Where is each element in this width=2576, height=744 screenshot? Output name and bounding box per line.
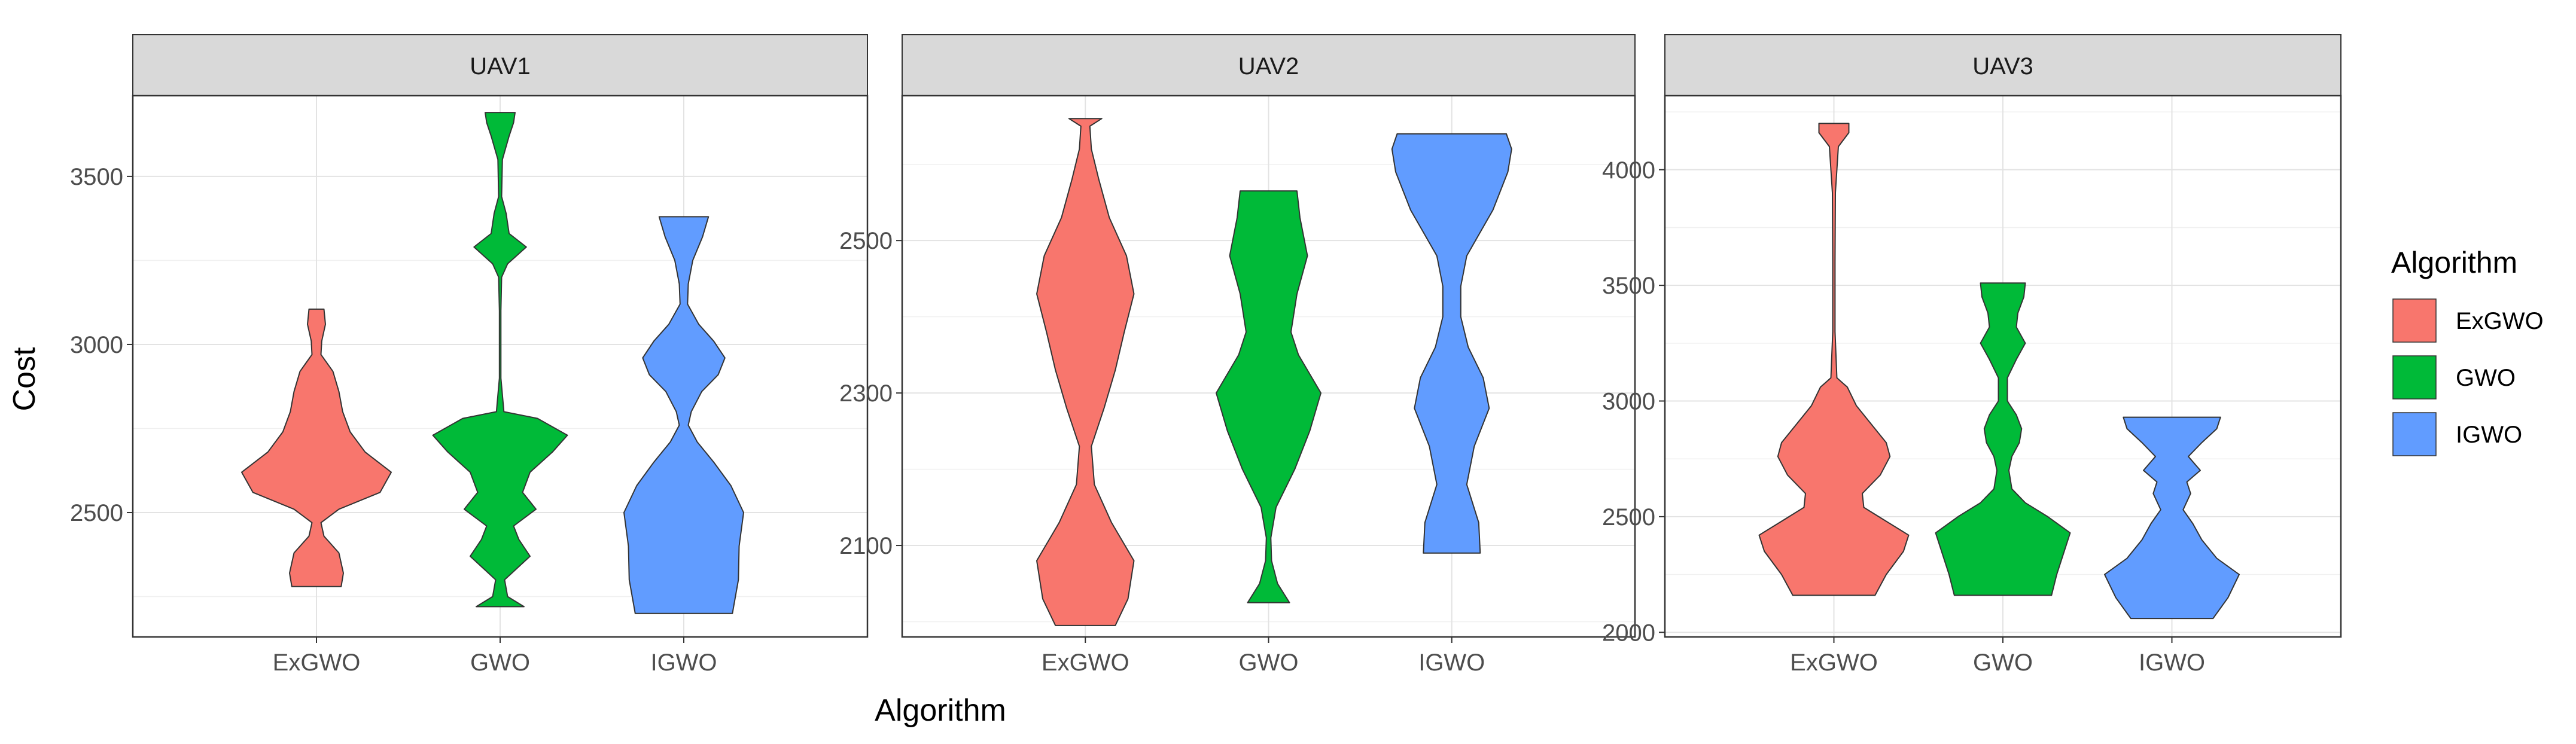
ticks: 2500 3000 3500 ExGWO GWO IGWO xyxy=(70,164,717,676)
violin-igwo xyxy=(2104,416,2240,620)
panel-uav3: UAV3 2000 2500 3000 3500 4000 ExGWO GWO IGWO xyxy=(1602,34,2342,676)
x-tick-label-exgwo: ExGWO xyxy=(1790,650,1878,676)
legend: Algorithm ExGWO GWO IGWO xyxy=(2391,246,2544,456)
x-tick-label-gwo: GWO xyxy=(470,650,530,676)
violin-exgwo xyxy=(241,308,392,587)
x-tick-label-exgwo: ExGWO xyxy=(273,650,361,676)
y-tick-label: 2100 xyxy=(839,533,893,559)
y-tick-label: 3000 xyxy=(70,332,123,358)
panel-uav2: UAV2 2100 2300 2500 ExGWO GWO IGWO xyxy=(839,34,1636,676)
x-tick-label-gwo: GWO xyxy=(1973,650,2033,676)
violin-exgwo xyxy=(1036,118,1135,626)
violins xyxy=(1758,123,2240,620)
legend-label-igwo: IGWO xyxy=(2456,422,2522,448)
legend-key-gwo xyxy=(2392,355,2437,400)
violins xyxy=(241,112,744,614)
x-tick-label-gwo: GWO xyxy=(1239,650,1299,676)
y-tick-label: 3000 xyxy=(1602,389,1655,415)
legend-title: Algorithm xyxy=(2391,246,2517,279)
y-tick-label: 4000 xyxy=(1602,157,1655,184)
ticks: 2000 2500 3000 3500 4000 ExGWO GWO IGWO xyxy=(1602,157,2205,676)
strip-bg xyxy=(132,34,868,96)
strip-label-uav3: UAV3 xyxy=(1972,53,2033,80)
strip-label-uav2: UAV2 xyxy=(1238,53,1299,80)
legend-item-exgwo: ExGWO xyxy=(2392,298,2544,343)
violins xyxy=(1036,118,1512,626)
ticks: 2100 2300 2500 ExGWO GWO IGWO xyxy=(839,228,1485,676)
strip-label-uav1: UAV1 xyxy=(470,53,531,80)
x-tick-label-igwo: IGWO xyxy=(2139,650,2205,676)
x-tick-label-igwo: IGWO xyxy=(1418,650,1485,676)
legend-key-exgwo xyxy=(2392,298,2437,343)
violin-gwo xyxy=(432,112,568,608)
y-tick-label: 2500 xyxy=(839,228,893,254)
legend-item-gwo: GWO xyxy=(2392,355,2516,400)
legend-key-igwo xyxy=(2392,412,2437,456)
x-axis-title: Algorithm xyxy=(875,693,1006,728)
strip-bg xyxy=(902,34,1636,96)
x-tick-label-igwo: IGWO xyxy=(650,650,717,676)
y-axis-title: Cost xyxy=(7,347,42,411)
legend-item-igwo: IGWO xyxy=(2392,412,2522,456)
x-tick-label-exgwo: ExGWO xyxy=(1042,650,1129,676)
y-tick-label: 2500 xyxy=(70,500,123,526)
y-tick-label: 2000 xyxy=(1602,620,1655,646)
violin-igwo xyxy=(1391,133,1512,554)
y-tick-label: 2500 xyxy=(1602,504,1655,530)
strip-bg xyxy=(1664,34,2341,96)
legend-label-exgwo: ExGWO xyxy=(2456,308,2544,334)
panel-uav1: UAV1 2500 3000 3500 ExGWO GWO IGWO xyxy=(70,34,869,676)
violin-gwo xyxy=(1216,190,1322,603)
y-tick-label: 3500 xyxy=(70,164,123,190)
violin-exgwo xyxy=(1758,123,1910,596)
legend-label-gwo: GWO xyxy=(2456,365,2516,391)
y-tick-label: 2300 xyxy=(839,380,893,407)
y-tick-label: 3500 xyxy=(1602,273,1655,299)
violin-igwo xyxy=(623,216,744,614)
violin-gwo xyxy=(1935,282,2071,596)
